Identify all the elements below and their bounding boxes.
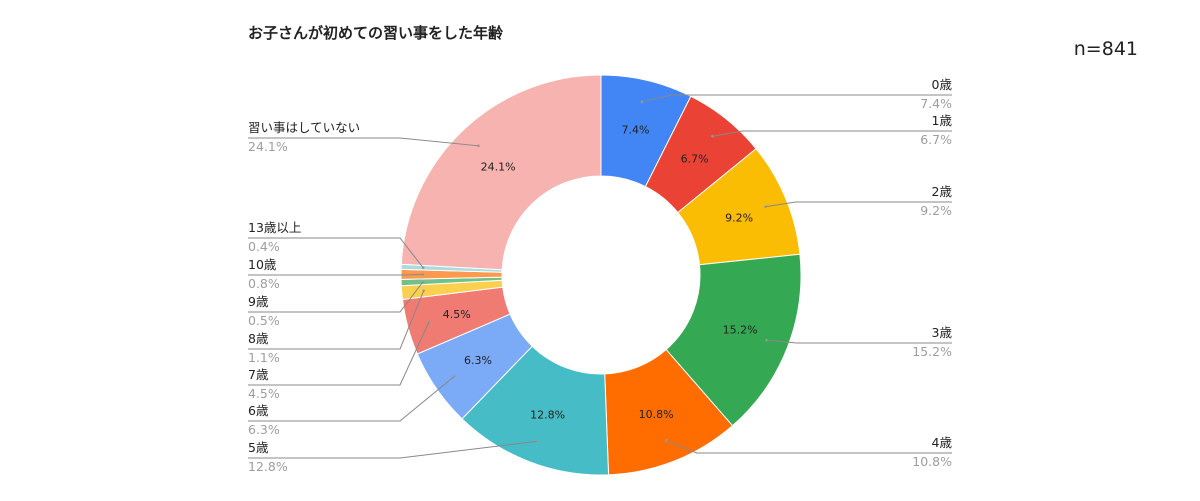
percent-label: 0.8% [248,276,280,291]
leader-line [248,237,424,269]
slice-value-label: 7.4% [622,124,650,137]
percent-label: 10.8% [912,454,952,469]
slice-value-label: 15.2% [723,324,758,337]
category-label: 1歳 [932,113,953,128]
slice-value-label: 10.8% [639,408,674,421]
leader-line [248,137,479,147]
percent-label: 0.5% [248,313,280,328]
category-label: 6歳 [248,403,269,418]
category-label: 3歳 [932,325,953,340]
category-label: 0歳 [932,77,953,92]
leader-dot [421,273,425,276]
slice-12 [400,74,602,271]
percent-label: 12.8% [248,459,288,474]
leader-line [248,440,538,459]
leader-line [766,339,952,344]
leader-line [712,130,952,137]
leader-line [248,375,455,422]
slice-value-label: 9.2% [725,212,753,225]
category-label: 9歳 [248,294,269,309]
chart-title: お子さんが初めての習い事をした年齢 [248,24,504,42]
category-label: 13歳以上 [248,220,301,235]
leader-line [248,273,424,276]
category-label: 2歳 [932,184,953,199]
percent-label: 15.2% [912,344,952,359]
leader-line [248,321,430,386]
percent-label: 1.1% [248,350,280,365]
percent-label: 24.1% [248,139,288,154]
category-label: 習い事はしていない [248,120,360,135]
slice-3 [665,253,802,427]
category-label: 10歳 [248,257,277,272]
percent-label: 9.2% [920,203,952,218]
category-label: 4歳 [932,435,953,450]
category-label: 7歳 [248,367,269,382]
slice-value-label: 4.5% [443,308,471,321]
slice-value-label: 6.3% [464,354,492,367]
leader-line [248,290,425,350]
category-label: 5歳 [248,440,269,455]
leader-line [248,281,424,313]
percent-label: 7.4% [920,96,952,111]
category-label: 8歳 [248,331,269,346]
leader-line [765,201,952,208]
percent-label: 4.5% [248,386,280,401]
sample-size-label: n=841 [1073,38,1138,60]
slice-value-label: 24.1% [481,160,516,173]
leader-line [641,94,952,103]
slice-value-label: 12.8% [530,409,565,422]
leader-line [666,439,952,454]
percent-label: 6.3% [248,422,280,437]
slice-value-label: 6.7% [681,152,709,165]
percent-label: 0.4% [248,239,280,254]
percent-label: 6.7% [920,132,952,147]
